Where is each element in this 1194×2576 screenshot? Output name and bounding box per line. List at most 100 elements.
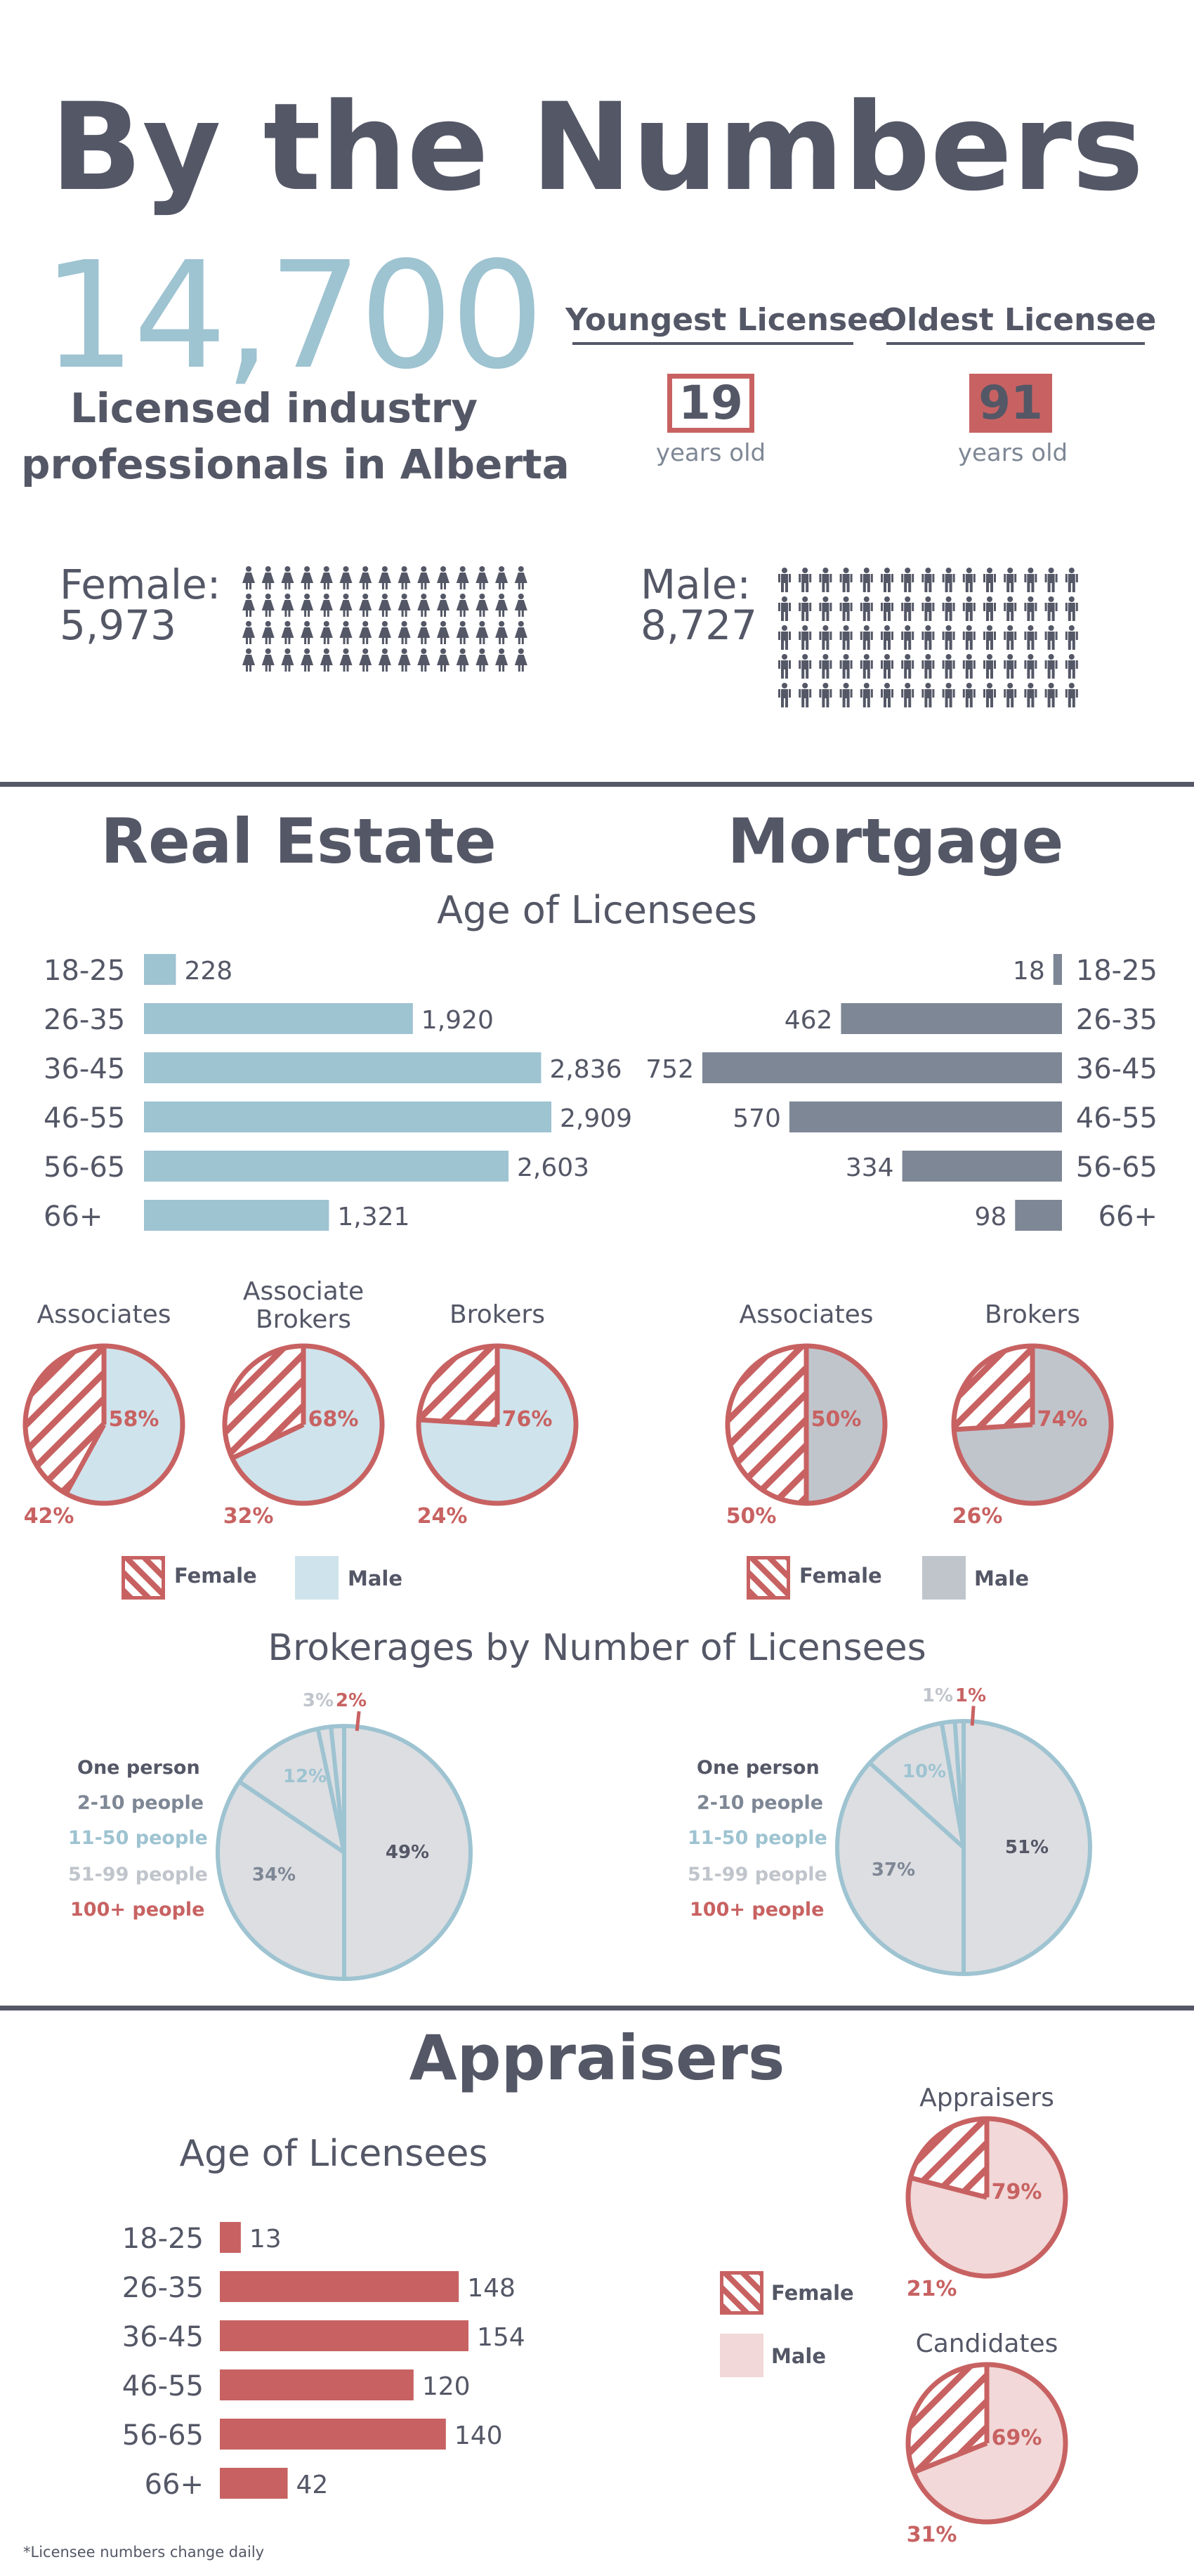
real-estate-heading: Real Estate bbox=[100, 805, 497, 877]
mortgage-age-category: 46-55 bbox=[1076, 1102, 1157, 1135]
male-person-icon bbox=[962, 568, 976, 592]
real-estate-age-category: 56-65 bbox=[44, 1151, 125, 1184]
appraisers-age-category: 26-35 bbox=[122, 2272, 204, 2304]
oldest-label: Oldest Licensee bbox=[880, 302, 1157, 338]
youngest-years-old: years old bbox=[655, 439, 766, 467]
appraisers-age-bar bbox=[220, 2271, 459, 2302]
male-person-icon bbox=[942, 596, 955, 621]
female-person-icon bbox=[359, 566, 372, 589]
re-associate-brokers-label: Brokers bbox=[256, 1305, 351, 1334]
male-person-icon bbox=[819, 654, 832, 679]
male-person-icon bbox=[942, 625, 955, 650]
male-person-icon bbox=[1065, 596, 1078, 621]
male-person-icon bbox=[881, 683, 893, 707]
female-person-icon bbox=[301, 648, 314, 672]
male-person-icon bbox=[799, 568, 812, 592]
mort-brokers-outline bbox=[951, 1343, 1114, 1506]
female-person-icon bbox=[301, 566, 314, 589]
appr-appraisers-female-slice bbox=[910, 2119, 987, 2197]
female-person-icon bbox=[359, 594, 372, 617]
female-person-icon bbox=[417, 648, 431, 672]
mort-brokers-divider bbox=[954, 1422, 1033, 1432]
male-person-icon bbox=[881, 596, 893, 621]
male-person-icon bbox=[921, 568, 935, 592]
brokerage-legend-one-person-re: One person bbox=[77, 1757, 200, 1779]
legend-male-label-mort: Male bbox=[974, 1567, 1030, 1590]
real-estate-age-bar bbox=[144, 1101, 551, 1132]
real-estate-age-bar bbox=[144, 1200, 329, 1231]
appraisers-age-value: 120 bbox=[422, 2372, 471, 2401]
appraisers-age-bar bbox=[220, 2320, 468, 2351]
male-person-icon bbox=[860, 568, 873, 592]
female-person-icon bbox=[301, 621, 314, 644]
real-estate-age-value: 1,920 bbox=[421, 1006, 494, 1035]
re-associates-divider bbox=[63, 1423, 107, 1495]
legend-female-label-mort: Female bbox=[799, 1564, 882, 1588]
re-associate-brokers-label: Associate bbox=[243, 1277, 364, 1306]
female-person-icon bbox=[456, 566, 469, 589]
female-person-icon bbox=[514, 566, 527, 589]
mortgage-age-value: 462 bbox=[785, 1006, 833, 1035]
female-person-icon bbox=[437, 566, 450, 589]
mort-brokerage-100plus-marker bbox=[970, 1706, 976, 1726]
female-person-icon bbox=[359, 648, 372, 672]
female-person-icon bbox=[339, 594, 353, 617]
appraisers-age-heading: Age of Licensees bbox=[179, 2133, 488, 2175]
mort-brokers-pie: 74% 26% Brokers bbox=[951, 1300, 1114, 1529]
re-brokers-label: Brokers bbox=[450, 1300, 545, 1329]
divider-top bbox=[0, 782, 1194, 787]
appraisers-age-value: 140 bbox=[454, 2421, 503, 2450]
male-person-icon bbox=[1044, 683, 1058, 707]
brokerage-legend-one-person-mort: One person bbox=[697, 1757, 820, 1779]
legend-female-label-re: Female bbox=[174, 1564, 257, 1588]
re-brokers-outline bbox=[416, 1343, 579, 1506]
male-person-icon bbox=[1044, 596, 1058, 621]
real-estate-age-category: 18-25 bbox=[44, 955, 125, 987]
real-estate-age-category: 46-55 bbox=[44, 1102, 125, 1135]
mort-associates-pie: 50% 50% Associates bbox=[725, 1300, 888, 1529]
appraisers-age-bar bbox=[220, 2222, 241, 2253]
legend-male-swatch-appr bbox=[720, 2334, 763, 2377]
appr-appraisers-male-pct: 79% bbox=[992, 2180, 1042, 2204]
female-person-icon bbox=[261, 648, 275, 672]
total-label-line1: Licensed industry bbox=[70, 384, 478, 432]
female-person-icon bbox=[242, 566, 255, 589]
brokerage-legend-2-10-mort: 2-10 people bbox=[697, 1792, 824, 1814]
male-person-icon bbox=[1065, 654, 1078, 679]
re-associates-outline bbox=[22, 1343, 185, 1506]
male-person-icon bbox=[1004, 568, 1017, 592]
mortgage-age-bar bbox=[702, 1052, 1062, 1083]
male-person-icon bbox=[962, 654, 976, 679]
female-person-icon bbox=[320, 621, 333, 644]
mortgage-age-value: 18 bbox=[1013, 957, 1045, 986]
appr-candidates-pie: 69% 31% Candidates bbox=[905, 2329, 1068, 2547]
brokerages-heading: Brokerages by Number of Licensees bbox=[268, 1627, 926, 1669]
mortgage-age-category: 18-25 bbox=[1076, 955, 1157, 987]
female-person-icon bbox=[514, 621, 527, 644]
male-person-icon bbox=[881, 654, 893, 679]
divider-bottom bbox=[0, 2006, 1194, 2011]
female-person-icon bbox=[514, 594, 527, 617]
female-person-icon bbox=[437, 621, 450, 644]
appr-appraisers-outline bbox=[905, 2116, 1068, 2279]
male-person-icon bbox=[819, 683, 832, 707]
male-person-icon bbox=[983, 683, 996, 707]
female-person-icon bbox=[378, 566, 391, 589]
male-person-icon bbox=[1024, 654, 1037, 679]
appr-candidates-divider bbox=[912, 2440, 988, 2475]
mort-brokerage-51-99-pct: 1% bbox=[922, 1685, 953, 1706]
male-person-icon bbox=[778, 654, 791, 679]
male-person-icon bbox=[860, 596, 873, 621]
male-person-icon bbox=[881, 625, 893, 650]
male-person-icon bbox=[1024, 596, 1037, 621]
female-person-icon bbox=[281, 621, 294, 644]
male-label: Male: bbox=[641, 561, 751, 608]
male-person-icon bbox=[1044, 568, 1058, 592]
legend-male-label-re: Male bbox=[348, 1567, 403, 1590]
re-associate-brokers-male-pct: 68% bbox=[308, 1407, 359, 1432]
female-person-icon bbox=[456, 594, 469, 617]
mortgage-age-value: 570 bbox=[733, 1104, 781, 1133]
mort-associates-outline bbox=[725, 1343, 888, 1506]
appraisers-age-bar bbox=[220, 2369, 414, 2400]
